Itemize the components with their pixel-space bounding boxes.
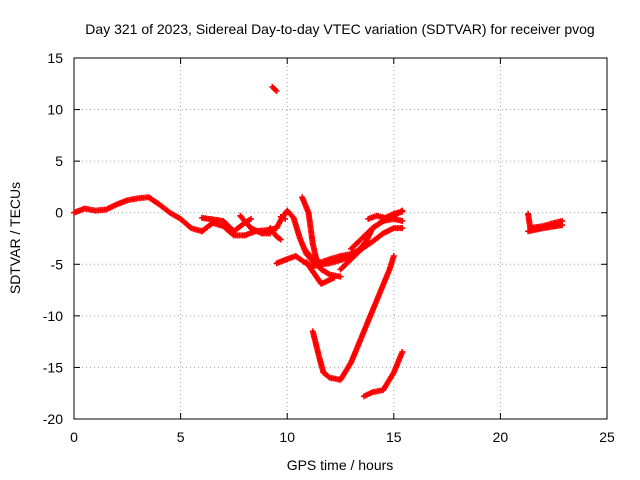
x-tick-label: 15 [386, 429, 402, 445]
plot-area-border [73, 57, 608, 420]
x-tick-label: 25 [599, 429, 615, 445]
y-axis-label: SDTVAR / TECUs [7, 182, 23, 294]
y-tick-label: -10 [43, 308, 63, 324]
data-point [399, 217, 406, 224]
series-trace-l [348, 215, 406, 252]
y-tick-label: 10 [47, 102, 63, 118]
x-tick-label: 0 [70, 429, 78, 445]
plot-frame [73, 57, 608, 420]
y-tick-label: 15 [47, 50, 63, 66]
series-trace-h [303, 259, 338, 287]
data-point [273, 88, 280, 95]
data-point [559, 222, 566, 229]
data-point [390, 253, 397, 260]
x-tick-label: 20 [493, 429, 509, 445]
y-axis: -20 -15 -10 -5 0 5 10 15 [43, 50, 607, 427]
chart-title: Day 321 of 2023, Sidereal Day-to-day VTE… [85, 21, 594, 37]
series-main-trace [71, 194, 205, 235]
data-point [399, 225, 406, 232]
series-trace-m [365, 208, 406, 222]
y-tick-label: -15 [43, 359, 63, 375]
series-trace-k [337, 225, 406, 273]
data-points [71, 83, 566, 400]
x-tick-label: 5 [177, 429, 185, 445]
y-tick-label: -20 [43, 411, 63, 427]
data-point [247, 215, 254, 222]
x-axis-label: GPS time / hours [287, 457, 394, 473]
series-trace-q [525, 222, 566, 235]
series-trace-n [309, 253, 397, 383]
data-point [282, 215, 289, 222]
grid [74, 58, 607, 419]
y-tick-label: -5 [51, 256, 64, 272]
y-tick-label: 0 [55, 205, 63, 221]
data-point [399, 208, 406, 215]
x-tick-label: 10 [279, 429, 295, 445]
x-axis: 0 5 10 15 20 25 [70, 58, 615, 445]
series-trace-i [269, 83, 280, 95]
data-point [277, 236, 284, 243]
series-trace-e [267, 225, 284, 243]
data-point [337, 273, 344, 280]
y-tick-label: 5 [55, 153, 63, 169]
series-trace-o [360, 348, 406, 400]
data-point [399, 348, 406, 355]
data-point [331, 274, 338, 281]
series-trace-d [277, 213, 289, 222]
